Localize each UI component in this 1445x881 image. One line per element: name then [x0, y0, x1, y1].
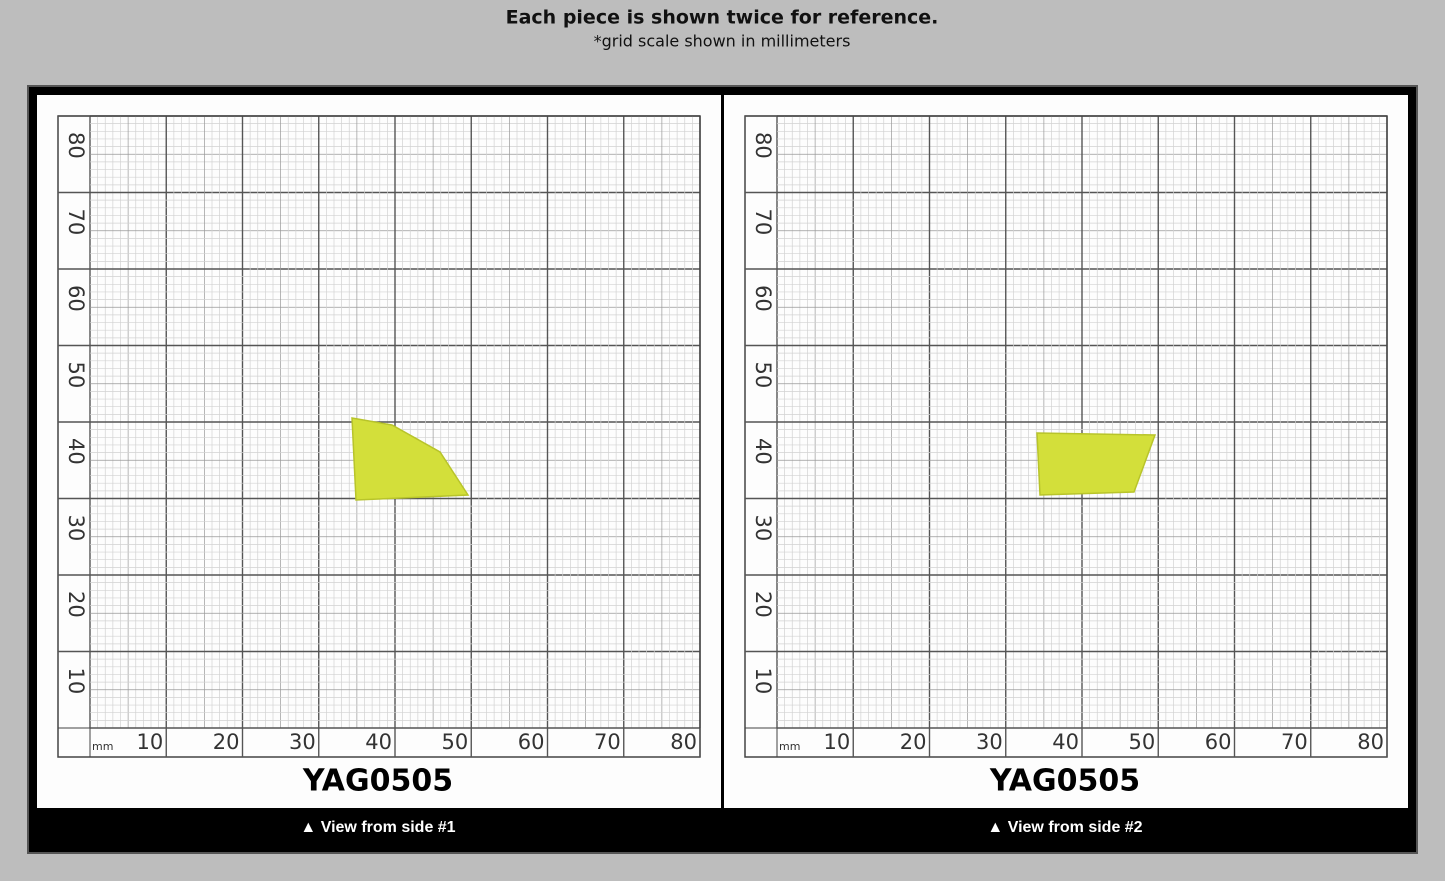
unit-label: mm [92, 740, 113, 753]
x-scale-label: 50 [442, 730, 469, 754]
unit-label: mm [779, 740, 800, 753]
y-scale-label: 70 [751, 209, 775, 236]
x-scale-label: 50 [1129, 730, 1156, 754]
x-scale-label: 40 [1052, 730, 1079, 754]
y-scale-label: 80 [751, 132, 775, 159]
caption: ▲ View from side #2 [987, 819, 1142, 836]
x-scale-label: 40 [365, 730, 392, 754]
y-scale-label: 10 [751, 668, 775, 695]
x-scale-label: 20 [213, 730, 240, 754]
item-label: YAG0505 [302, 764, 453, 799]
y-scale-label: 80 [64, 132, 88, 159]
y-scale-label: 50 [64, 362, 88, 389]
x-scale-label: 30 [976, 730, 1003, 754]
x-scale-label: 10 [137, 730, 164, 754]
subtitle: *grid scale shown in millimeters [594, 32, 851, 51]
y-scale-label: 40 [751, 438, 775, 465]
y-scale-label: 60 [751, 285, 775, 312]
item-label: YAG0505 [989, 764, 1140, 799]
y-scale-label: 20 [751, 591, 775, 618]
x-scale-label: 70 [1281, 730, 1308, 754]
y-scale-label: 60 [64, 285, 88, 312]
y-scale-label: 30 [64, 515, 88, 542]
y-scale-label: 10 [64, 668, 88, 695]
x-scale-label: 10 [824, 730, 851, 754]
x-scale-label: 20 [900, 730, 927, 754]
x-scale-label: 80 [670, 730, 697, 754]
y-scale-label: 50 [751, 362, 775, 389]
title: Each piece is shown twice for reference. [506, 7, 939, 29]
panel: mm 10 20 30 40 50 60 70 80 10 20 30 40 50 60 70 80 YAG050… [37, 95, 721, 836]
x-scale-label: 60 [518, 730, 545, 754]
gemstone [1036, 432, 1157, 496]
x-scale-label: 70 [594, 730, 621, 754]
gemstone [351, 417, 470, 501]
y-scale-label: 70 [64, 209, 88, 236]
caption: ▲ View from side #1 [300, 819, 455, 836]
x-scale-label: 80 [1357, 730, 1384, 754]
panel: mm 10 20 30 40 50 60 70 80 10 20 30 40 50 60 70 80 YAG050… [724, 95, 1408, 836]
y-scale-label: 20 [64, 591, 88, 618]
x-scale-label: 60 [1205, 730, 1232, 754]
y-scale-label: 40 [64, 438, 88, 465]
x-scale-label: 30 [289, 730, 316, 754]
y-scale-label: 30 [751, 515, 775, 542]
